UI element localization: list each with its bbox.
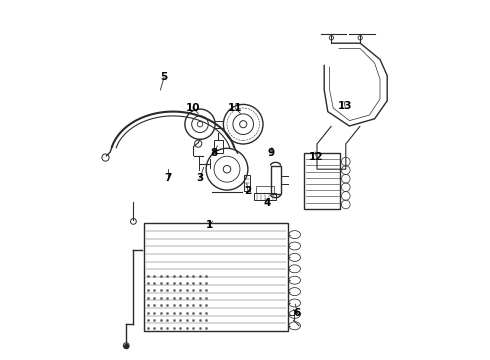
Text: 4: 4 [264,198,271,208]
Text: 3: 3 [196,173,204,183]
Bar [304,153,341,209]
Text: 13: 13 [338,101,352,111]
Text: 8: 8 [211,148,218,158]
Bar [214,140,222,153]
Bar [254,193,275,200]
Bar [244,175,250,191]
Text: 2: 2 [244,186,251,196]
Text: 7: 7 [164,173,171,183]
Bar [270,166,281,194]
Text: 10: 10 [186,103,200,113]
Text: 12: 12 [309,152,323,162]
Text: 11: 11 [228,103,243,113]
Bar [144,223,288,331]
Text: 5: 5 [160,72,168,82]
Text: 6: 6 [294,308,301,318]
Bar [256,186,274,193]
Text: 9: 9 [268,148,274,158]
Text: 1: 1 [205,220,213,230]
